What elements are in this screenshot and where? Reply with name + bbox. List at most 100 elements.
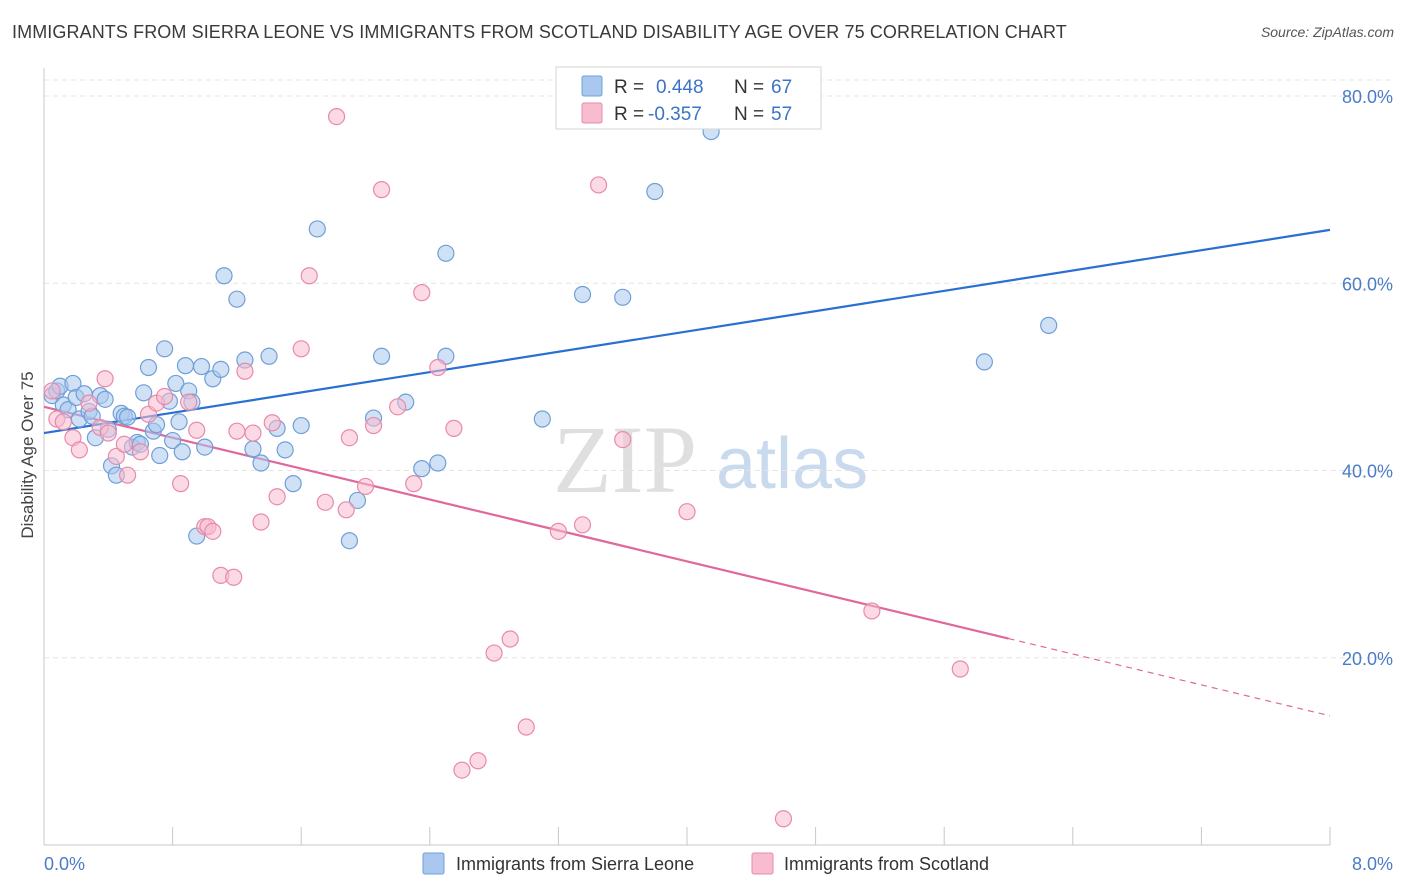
point-scotland-9 <box>107 447 125 466</box>
point-scotland-29 <box>268 488 286 506</box>
y-tick-label-2: 60.0% <box>1342 274 1393 294</box>
point-scotland-12 <box>131 443 150 461</box>
legend: Immigrants from Sierra Leone Immigrants … <box>422 852 989 875</box>
point-scotland-10 <box>115 435 133 453</box>
watermark: ZIP atlas <box>553 406 868 513</box>
point-sierra-leone-28 <box>155 340 174 358</box>
point-sierra-leone-39 <box>196 438 214 456</box>
point-sierra-leone-27 <box>151 446 169 465</box>
y-tick-label-0: 20.0% <box>1342 649 1393 669</box>
stats-r-label-blue: R = <box>614 77 644 98</box>
point-scotland-47 <box>501 630 519 648</box>
watermark-zip: ZIP <box>553 406 697 513</box>
trend-line-extension-scotland <box>1008 637 1331 717</box>
point-scotland-5 <box>80 394 98 412</box>
point-sierra-leone-61 <box>437 244 455 262</box>
y-tick-label-1: 40.0% <box>1342 462 1393 482</box>
stats-r-value-pink: -0.357 <box>648 104 702 125</box>
point-scotland-16 <box>172 475 190 493</box>
point-scotland-34 <box>337 501 355 519</box>
point-sierra-leone-46 <box>252 454 270 472</box>
point-scotland-31 <box>300 267 318 285</box>
y-axis-label: Disability Age Over 75 <box>18 371 37 538</box>
point-sierra-leone-54 <box>348 491 367 510</box>
point-sierra-leone-51 <box>292 416 310 435</box>
point-scotland-54 <box>774 810 793 828</box>
x-tick-label-0: 0.0% <box>44 854 85 874</box>
point-sierra-leone-45 <box>244 440 262 458</box>
point-sierra-leone-19 <box>118 408 137 426</box>
point-sierra-leone-41 <box>212 360 230 378</box>
point-scotland-18 <box>188 421 206 439</box>
y-tick-label-3: 80.0% <box>1342 87 1393 107</box>
stats-swatch-blue <box>581 75 603 97</box>
stats-r-label-pink: R = <box>614 104 644 125</box>
data-points <box>43 107 1058 828</box>
point-sierra-leone-24 <box>139 358 158 377</box>
point-scotland-48 <box>517 718 535 736</box>
point-sierra-leone-67 <box>975 353 993 371</box>
point-sierra-leone-59 <box>429 454 447 472</box>
point-scotland-49 <box>549 522 568 540</box>
point-sierra-leone-68 <box>1040 316 1058 334</box>
point-scotland-26 <box>244 424 262 442</box>
point-scotland-21 <box>204 522 222 540</box>
point-scotland-35 <box>340 429 359 447</box>
point-scotland-56 <box>951 660 969 678</box>
point-scotland-11 <box>118 466 137 484</box>
point-sierra-leone-23 <box>135 384 153 402</box>
point-scotland-43 <box>445 419 463 437</box>
point-scotland-0 <box>43 382 61 400</box>
point-scotland-50 <box>573 516 592 534</box>
point-scotland-28 <box>263 414 281 432</box>
stats-n-value-blue: 67 <box>771 77 792 98</box>
point-scotland-17 <box>180 393 198 411</box>
axes: 20.0% 40.0% 60.0% 80.0% 0.0% 8.0% <box>43 68 1393 874</box>
point-scotland-27 <box>252 513 270 531</box>
point-sierra-leone-49 <box>276 441 294 459</box>
point-scotland-33 <box>327 107 346 126</box>
point-scotland-30 <box>292 340 310 358</box>
stats-n-value-pink: 57 <box>771 104 792 125</box>
point-scotland-37 <box>364 416 383 435</box>
point-scotland-51 <box>589 176 608 194</box>
point-scotland-39 <box>389 398 407 416</box>
point-sierra-leone-42 <box>215 267 233 285</box>
point-scotland-45 <box>469 752 487 770</box>
point-scotland-25 <box>236 362 254 380</box>
point-sierra-leone-30 <box>164 431 182 450</box>
stats-r-value-blue: 0.448 <box>656 77 704 98</box>
x-tick-label-1: 8.0% <box>1352 854 1393 874</box>
point-scotland-52 <box>614 431 632 449</box>
source-label: Source: ZipAtlas.com <box>1260 24 1394 40</box>
point-sierra-leone-32 <box>170 413 188 431</box>
trend-line-sierra-leone <box>43 228 1331 435</box>
point-scotland-7 <box>96 370 114 388</box>
chart-title: IMMIGRANTS FROM SIERRA LEONE VS IMMIGRAN… <box>12 22 1067 42</box>
stats-n-label-pink: N = <box>734 104 764 125</box>
point-scotland-2 <box>54 413 72 431</box>
point-scotland-38 <box>372 181 391 199</box>
point-scotland-46 <box>485 644 503 662</box>
point-sierra-leone-65 <box>646 182 664 201</box>
point-scotland-8 <box>99 424 117 442</box>
point-sierra-leone-50 <box>284 475 302 493</box>
stats-swatch-pink <box>581 102 603 124</box>
point-scotland-53 <box>678 503 696 521</box>
point-sierra-leone-64 <box>614 288 632 306</box>
stats-n-label-blue: N = <box>734 77 764 98</box>
point-scotland-42 <box>429 358 447 377</box>
point-sierra-leone-43 <box>228 290 246 308</box>
stats-box: R = 0.448 N = 67 R = -0.357 N = 57 <box>555 66 822 130</box>
legend-swatch-sierra-leone <box>422 852 445 875</box>
legend-label-scotland: Immigrants from Scotland <box>784 854 989 874</box>
point-scotland-55 <box>863 602 881 620</box>
point-sierra-leone-38 <box>192 357 211 376</box>
point-sierra-leone-34 <box>176 357 195 375</box>
point-sierra-leone-62 <box>533 410 551 428</box>
point-sierra-leone-53 <box>340 532 359 550</box>
point-sierra-leone-47 <box>260 347 278 365</box>
point-sierra-leone-58 <box>413 460 431 478</box>
point-scotland-4 <box>70 441 88 459</box>
